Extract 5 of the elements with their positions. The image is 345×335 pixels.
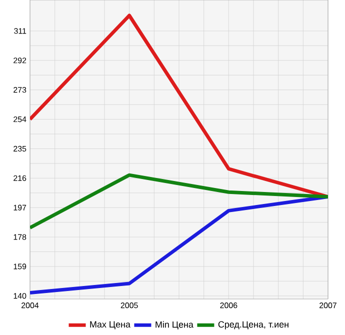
line-series [30, 173, 328, 230]
legend-label: Сред.Цена, т.иен [218, 321, 288, 330]
legend-label: Max Цена [90, 321, 130, 330]
line-series [30, 195, 328, 295]
legend-label: Min Цена [156, 321, 194, 330]
